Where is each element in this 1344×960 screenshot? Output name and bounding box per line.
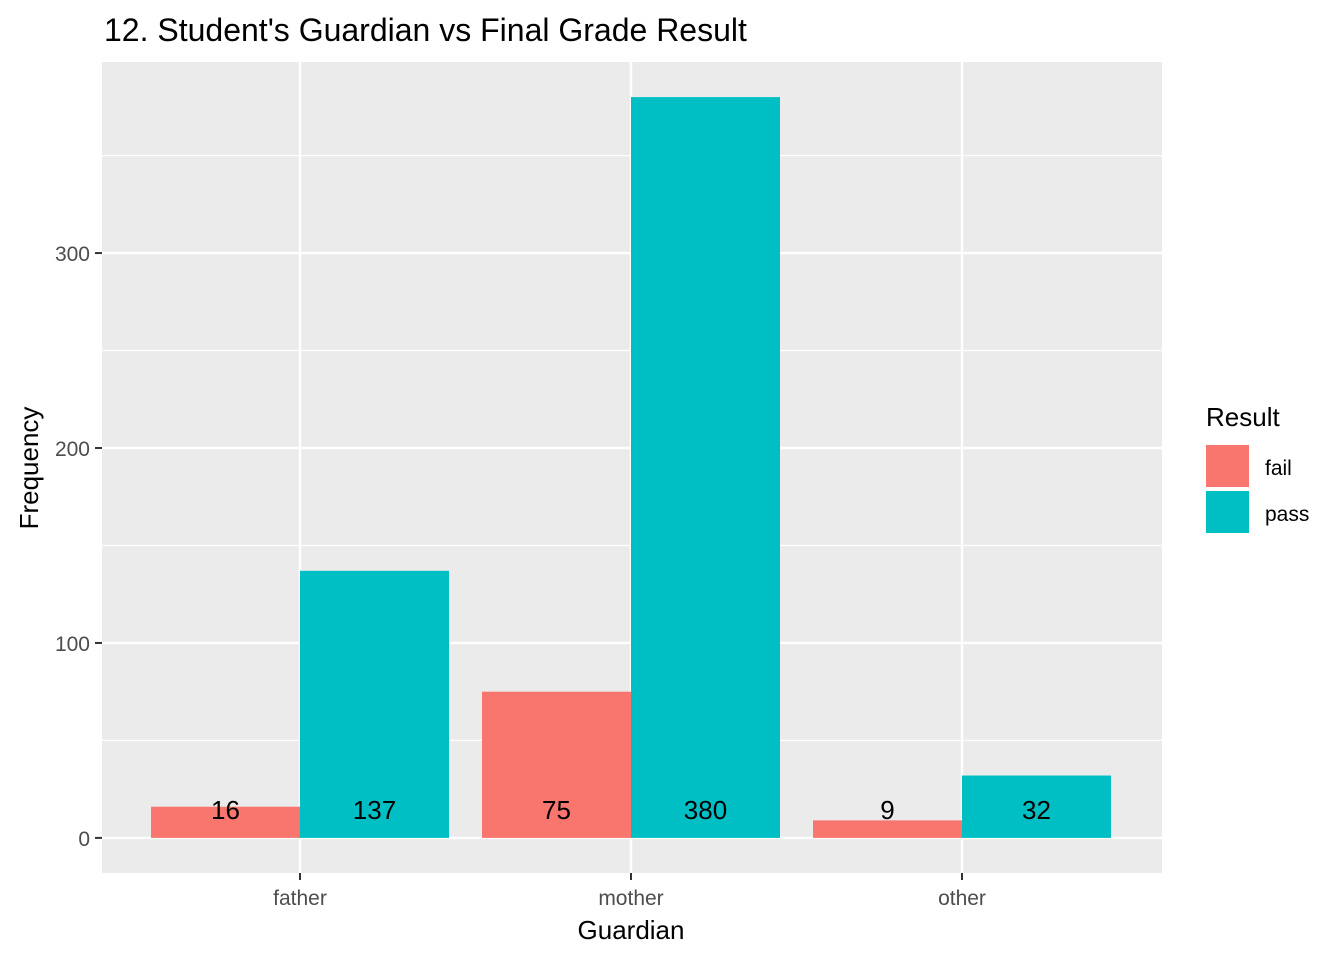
x-axis-title: Guardian — [578, 915, 685, 945]
y-tick-label: 0 — [78, 828, 90, 851]
legend-swatch-fail — [1206, 445, 1249, 487]
legend-swatch-pass — [1206, 491, 1249, 533]
legend-items: fail pass — [1206, 445, 1309, 533]
data-label-pass-father: 137 — [353, 795, 396, 825]
axes: 0 100 200 300 father mother other — [55, 243, 986, 910]
data-label-pass-other: 32 — [1022, 795, 1051, 825]
bar-pass-other — [962, 775, 1111, 838]
y-tick-label: 200 — [55, 438, 90, 461]
bar-pass-father — [300, 570, 449, 838]
bar-pass-mother — [631, 97, 780, 838]
data-labels: 16 137 75 380 9 32 — [211, 795, 1051, 825]
legend-label-pass: pass — [1265, 503, 1309, 526]
data-label-fail-other: 9 — [880, 795, 894, 825]
legend-title: Result — [1206, 402, 1280, 432]
data-label-fail-mother: 75 — [542, 795, 571, 825]
bar-fail-mother — [482, 691, 631, 838]
bars — [151, 97, 1111, 838]
x-tick-label: father — [273, 887, 327, 910]
legend-label-fail: fail — [1265, 457, 1292, 480]
legend: Result fail pass — [1206, 402, 1309, 533]
y-axis-title: Frequency — [14, 407, 44, 530]
bar-fail-father — [151, 806, 300, 838]
bar-fail-other — [813, 820, 962, 838]
chart-title: 12. Student's Guardian vs Final Grade Re… — [104, 12, 747, 48]
y-tick-label: 300 — [55, 243, 90, 266]
x-tick-label: other — [938, 887, 986, 910]
data-label-fail-father: 16 — [211, 795, 240, 825]
x-tick-label: mother — [598, 887, 663, 910]
y-tick-label: 100 — [55, 633, 90, 656]
data-label-pass-mother: 380 — [684, 795, 727, 825]
